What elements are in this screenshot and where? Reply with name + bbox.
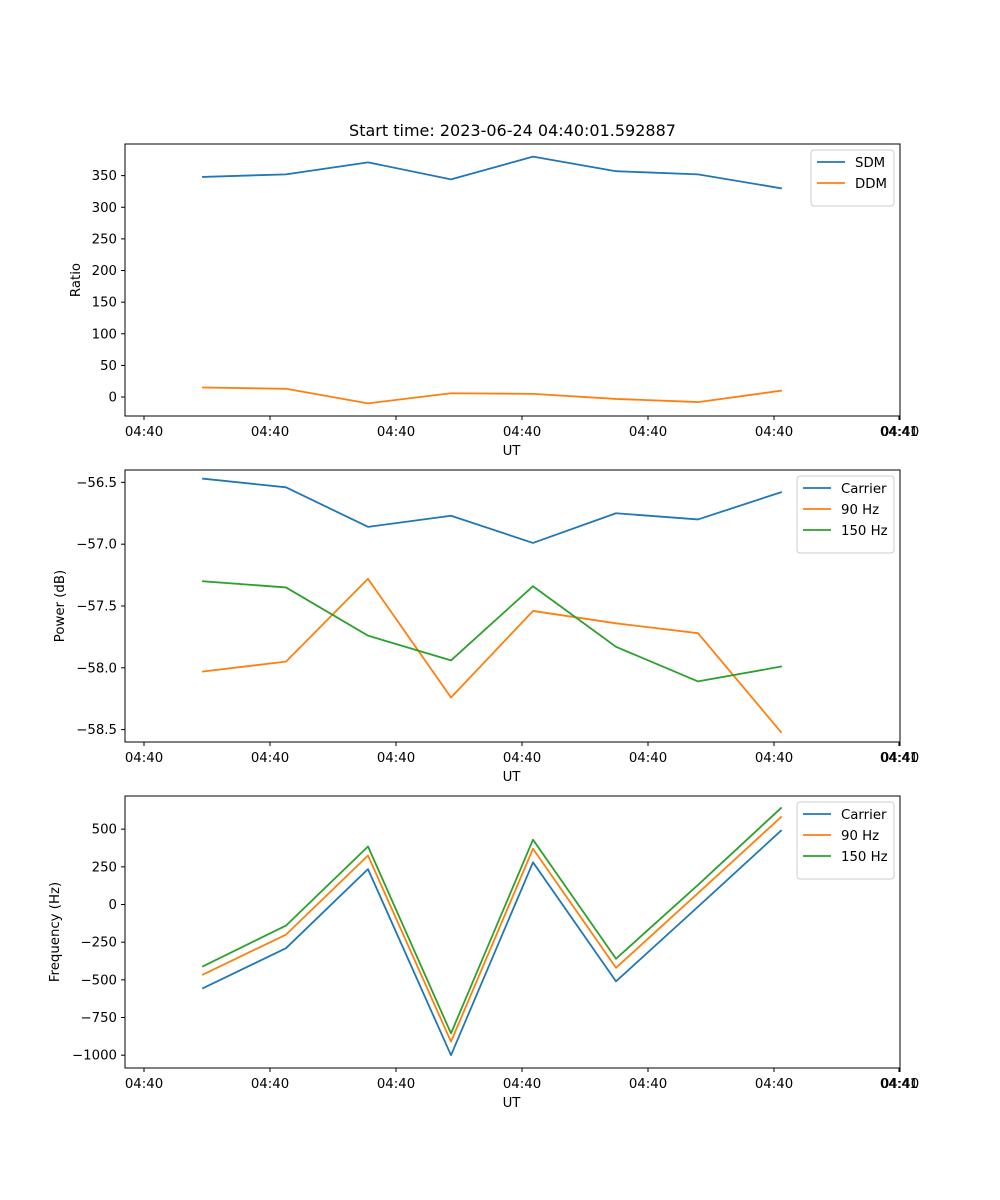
y-tick-label: −500 [80, 973, 117, 988]
legend-label: 90 Hz [841, 829, 879, 844]
x-tick-label: 04:40 [503, 751, 541, 766]
legend: SDM DDM [810, 149, 895, 207]
x-tick-label: 04:41 [880, 425, 918, 440]
series-line-150-hz [201, 806, 783, 1035]
x-tick-label: 04:41 [880, 751, 918, 766]
x-tick-label: 04:40 [503, 425, 541, 440]
y-tick-label: 150 [92, 296, 117, 311]
x-tick-label: 04:40 [377, 425, 415, 440]
legend-label: Carrier [841, 482, 887, 497]
y-tick-label: −58.5 [76, 723, 117, 738]
y-tick-label: 300 [92, 201, 117, 216]
y-tick-label: 250 [92, 232, 117, 247]
series-line-90-hz [201, 577, 783, 734]
y-tick-label: 0 [109, 391, 117, 406]
x-axis-label: UT [503, 770, 522, 785]
legend-label: 150 Hz [841, 850, 888, 865]
x-tick-label: 04:40 [377, 751, 415, 766]
series-line-carrier [202, 477, 783, 544]
y-tick-label: 200 [92, 264, 117, 279]
x-tick-label: 04:40 [125, 425, 163, 440]
y-tick-label: 100 [92, 327, 117, 342]
legend-label: SDM [855, 156, 885, 171]
x-tick-label: 04:40 [629, 1077, 667, 1092]
x-tick-label: 04:40 [755, 751, 793, 766]
x-tick-label: 04:40 [629, 425, 667, 440]
y-tick-label: 500 [92, 823, 117, 838]
y-tick-label: 0 [109, 898, 117, 913]
y-tick-label: −57.5 [76, 600, 117, 615]
y-tick-label: 250 [92, 860, 117, 875]
series-line-carrier [201, 829, 783, 1057]
y-axis-label: Frequency (Hz) [48, 882, 63, 982]
y-tick-label: −56.5 [76, 476, 117, 491]
y-tick-label: −750 [80, 1011, 117, 1026]
chart-title: Start time: 2023-06-24 04:40:01.592887 [349, 121, 676, 140]
x-tick-label: 04:40 [125, 1077, 163, 1092]
x-axis-label: UT [503, 444, 522, 459]
y-tick-label: 350 [92, 169, 117, 184]
x-axis-label: UT [503, 1096, 522, 1111]
y-axis-label: Power (dB) [53, 570, 68, 642]
series-line-90-hz [201, 815, 783, 1043]
y-axis-label: Ratio [69, 263, 84, 297]
x-tick-label: 04:40 [251, 1077, 289, 1092]
x-tick-label: 04:40 [251, 425, 289, 440]
x-tick-label: 04:40 [125, 751, 163, 766]
x-tick-label: 04:40 [881, 425, 919, 440]
legend-box [796, 475, 895, 554]
x-tick-label: 04:40 [377, 1077, 415, 1092]
legend: Carrier 90 Hz 150 Hz [796, 801, 895, 880]
series-line-ddm [202, 386, 783, 405]
legend-label: Carrier [841, 808, 887, 823]
legend: Carrier 90 Hz 150 Hz [796, 475, 895, 554]
x-tick-label: 04:40 [755, 1077, 793, 1092]
x-tick-label: 04:40 [251, 751, 289, 766]
series-line-150-hz [202, 580, 783, 683]
panel-2: −58.5 −58.0 −57.5 −57.0 −56.5 04:40 04:40 04:40… [53, 469, 919, 785]
legend-label: DDM [855, 177, 887, 192]
x-tick-label: 04:40 [881, 751, 919, 766]
axes-frame [124, 143, 901, 417]
legend-label: 90 Hz [841, 503, 879, 518]
y-tick-label: −58.0 [76, 661, 117, 676]
y-tick-label: 50 [100, 359, 117, 374]
axes-frame [124, 795, 901, 1069]
x-tick-label: 04:40 [503, 1077, 541, 1092]
legend-label: 150 Hz [841, 524, 888, 539]
x-tick-label: 04:41 [880, 1077, 918, 1092]
y-tick-label: −250 [80, 936, 117, 951]
series-line-sdm [202, 155, 783, 190]
legend-box [810, 149, 895, 207]
axes-frame [124, 469, 901, 743]
y-tick-label: −57.0 [76, 538, 117, 553]
x-tick-label: 04:40 [755, 425, 793, 440]
x-tick-label: 04:40 [881, 1077, 919, 1092]
x-tick-label: 04:40 [629, 751, 667, 766]
y-tick-label: −1000 [72, 1049, 117, 1064]
legend-box [796, 801, 895, 880]
